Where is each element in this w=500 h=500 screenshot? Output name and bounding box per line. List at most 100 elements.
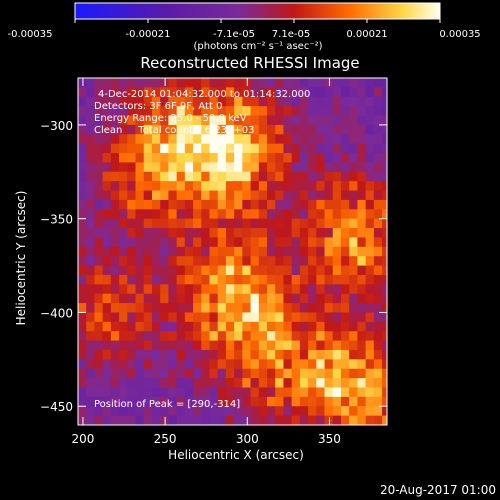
heatmap-cell bbox=[78, 153, 87, 164]
heatmap-cell bbox=[349, 349, 359, 360]
heatmap-cell bbox=[209, 87, 219, 98]
heatmap-cell bbox=[250, 106, 260, 117]
heatmap-cell bbox=[143, 396, 153, 407]
heatmap-cell bbox=[258, 237, 268, 248]
heatmap-cell bbox=[275, 359, 285, 370]
heatmap-cell bbox=[184, 312, 194, 323]
heatmap-cell bbox=[382, 78, 387, 88]
heatmap-cell bbox=[299, 303, 309, 314]
heatmap-cell bbox=[143, 349, 153, 360]
heatmap-cell bbox=[258, 246, 268, 257]
heatmap-cell bbox=[267, 106, 276, 117]
heatmap-cell bbox=[242, 312, 252, 323]
heatmap-cell bbox=[168, 171, 178, 182]
heatmap-cell bbox=[357, 181, 367, 192]
heatmap-cell bbox=[127, 340, 137, 351]
heatmap-cell bbox=[102, 96, 112, 107]
heatmap-cell bbox=[382, 218, 387, 229]
heatmap-cell bbox=[382, 415, 387, 425]
heatmap-cell bbox=[217, 256, 227, 267]
heatmap-cell bbox=[160, 153, 169, 164]
heatmap-cell bbox=[365, 396, 375, 407]
heatmap-cell bbox=[78, 274, 87, 285]
heatmap-cell bbox=[119, 321, 128, 332]
heatmap-cell bbox=[373, 209, 383, 220]
heatmap-cell bbox=[382, 134, 387, 145]
heatmap-cell bbox=[283, 349, 293, 360]
heatmap-cell bbox=[373, 96, 383, 107]
heatmap-cell bbox=[234, 406, 243, 417]
heatmap-cell bbox=[102, 162, 112, 173]
heatmap-cell bbox=[168, 96, 178, 107]
heatmap-cell bbox=[267, 274, 276, 285]
heatmap-cell bbox=[193, 406, 202, 417]
heatmap-cell bbox=[382, 237, 387, 248]
heatmap-cell bbox=[110, 171, 120, 182]
heatmap-cell bbox=[250, 265, 260, 276]
heatmap-cell bbox=[250, 331, 260, 342]
heatmap-cell bbox=[201, 265, 211, 276]
heatmap-cell bbox=[94, 321, 104, 332]
heatmap-cell bbox=[283, 406, 293, 417]
heatmap-cell bbox=[184, 181, 194, 192]
heatmap-cell bbox=[143, 303, 153, 314]
heatmap-cell bbox=[127, 368, 137, 379]
heatmap-cell bbox=[242, 349, 252, 360]
heatmap-cell bbox=[176, 265, 186, 276]
heatmap-cell bbox=[201, 78, 211, 88]
heatmap-cell bbox=[135, 218, 145, 229]
heatmap-cell bbox=[127, 199, 137, 210]
heatmap-cell bbox=[102, 237, 112, 248]
heatmap-cell bbox=[250, 228, 260, 239]
heatmap-cell bbox=[201, 312, 211, 323]
heatmap-cell bbox=[78, 209, 87, 220]
heatmap-cell bbox=[127, 209, 137, 220]
heatmap-cell bbox=[349, 321, 359, 332]
heatmap-cell bbox=[184, 199, 194, 210]
heatmap-cell bbox=[160, 143, 169, 154]
heatmap-cell bbox=[382, 246, 387, 257]
heatmap-cell bbox=[357, 396, 367, 407]
heatmap-cell bbox=[217, 293, 227, 304]
heatmap-cell bbox=[119, 415, 128, 425]
heatmap-cell bbox=[143, 96, 153, 107]
heatmap-cell bbox=[308, 246, 317, 257]
heatmap-cell bbox=[86, 274, 96, 285]
heatmap-cell bbox=[382, 340, 387, 351]
heatmap-cell bbox=[308, 274, 317, 285]
heatmap-cell bbox=[258, 134, 268, 145]
heatmap-cell bbox=[151, 218, 161, 229]
heatmap-cell bbox=[110, 96, 120, 107]
heatmap-cell bbox=[119, 124, 128, 135]
heatmap-cell bbox=[127, 265, 137, 276]
heatmap-cell bbox=[242, 415, 252, 425]
heatmap-cell bbox=[316, 359, 326, 370]
heatmap-cell bbox=[324, 87, 334, 98]
heatmap-cell bbox=[365, 190, 375, 201]
heatmap-cell bbox=[365, 106, 375, 117]
heatmap-cell bbox=[143, 190, 153, 201]
heatmap-cell bbox=[299, 406, 309, 417]
heatmap-cell bbox=[127, 228, 137, 239]
heatmap-cell bbox=[217, 153, 227, 164]
heatmap-cell bbox=[143, 321, 153, 332]
heatmap-cell bbox=[365, 349, 375, 360]
heatmap-cell bbox=[291, 209, 301, 220]
heatmap-cell bbox=[308, 406, 317, 417]
heatmap-cell bbox=[365, 359, 375, 370]
heatmap-cell bbox=[176, 228, 186, 239]
heatmap-cell bbox=[135, 134, 145, 145]
heatmap-cell bbox=[258, 387, 268, 398]
heatmap-cell bbox=[160, 284, 169, 295]
heatmap-cell bbox=[143, 199, 153, 210]
heatmap-cell bbox=[299, 312, 309, 323]
heatmap-cell bbox=[283, 228, 293, 239]
heatmap-cell bbox=[119, 190, 128, 201]
heatmap-cell bbox=[332, 162, 342, 173]
heatmap-cell bbox=[291, 321, 301, 332]
heatmap-cell bbox=[258, 78, 268, 88]
heatmap-cell bbox=[168, 143, 178, 154]
heatmap-cell bbox=[382, 124, 387, 135]
heatmap-cell bbox=[225, 256, 235, 267]
heatmap-cell bbox=[78, 284, 87, 295]
